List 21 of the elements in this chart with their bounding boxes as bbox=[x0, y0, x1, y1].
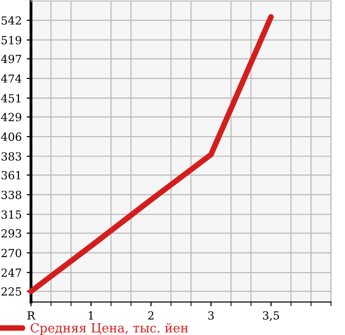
x-tick-label: 1 bbox=[88, 311, 93, 320]
y-tick-label: 429 bbox=[1, 112, 22, 122]
y-tick-label: 519 bbox=[2, 36, 22, 44]
y-tick-label: 383 bbox=[2, 152, 22, 161]
legend-label: Средняя Цена, тыс. йен bbox=[30, 323, 188, 335]
y-tick-label: 293 bbox=[2, 229, 22, 238]
y-tick-label: 542 bbox=[2, 16, 21, 25]
x-tick-label: 3 bbox=[208, 311, 214, 320]
y-tick-label: 406 bbox=[1, 132, 22, 141]
y-tick-label: 451 bbox=[1, 94, 20, 102]
y-tick-label: 225 bbox=[2, 287, 22, 296]
y-tick-label: 315 bbox=[2, 210, 22, 219]
x-tick-label: 3,5 bbox=[263, 311, 279, 321]
x-tick-label: R bbox=[27, 311, 36, 320]
y-tick-label: 361 bbox=[2, 171, 20, 180]
y-tick-label: 270 bbox=[2, 248, 22, 258]
y-tick-label: 497 bbox=[1, 54, 22, 64]
y-tick-label: 247 bbox=[2, 268, 22, 277]
y-tick-label: 338 bbox=[2, 190, 22, 200]
y-tick-label: 474 bbox=[1, 74, 22, 83]
x-tick-label: 2 bbox=[148, 311, 154, 320]
